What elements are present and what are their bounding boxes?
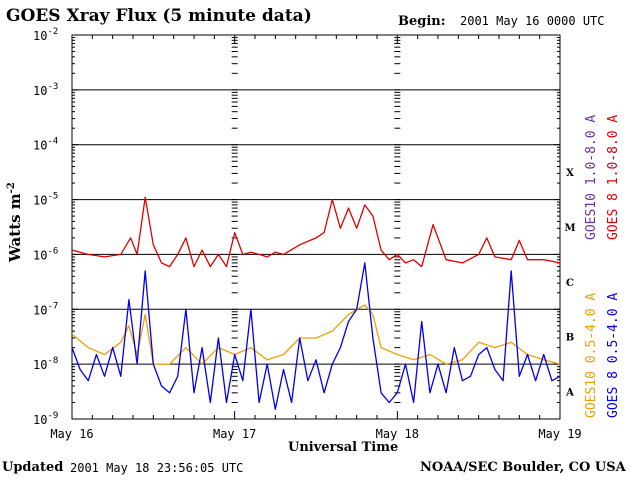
legend-goes8-long: GOES 8 1.0-8.0 A [606,114,621,240]
series-line-1 [71,304,561,365]
legend-goes10-long: GOES10 1.0-8.0 A [584,114,599,240]
y-axis-label-text: Watts m [6,193,24,262]
y-tick-base: 10 [33,139,47,153]
x-tick-label: May 18 [376,427,419,441]
y-axis-label: Watts m-2 [6,182,24,262]
y-tick-exponent: -8 [47,356,58,366]
x-tick-label: May 16 [50,427,93,441]
flare-class-label: X [566,168,574,179]
y-tick-label: 10-7 [33,301,58,317]
y-tick-exponent: -3 [47,82,58,92]
x-tick-label: May 19 [538,427,581,441]
y-tick-exponent: -7 [47,301,58,311]
flare-class-label: B [566,333,574,344]
y-tick-label: 10-4 [33,137,58,153]
chart-title: GOES Xray Flux (5 minute data) [6,6,312,26]
flare-class-label: M [564,223,575,234]
y-tick-label: 10-5 [33,192,58,208]
x-axis-label: Universal Time [288,440,399,455]
y-tick-exponent: -5 [47,192,58,202]
begin-value: 2001 May 16 0000 UTC [460,14,605,28]
y-tick-exponent: -4 [47,137,58,147]
y-axis-label-exponent: -2 [6,182,17,194]
y-tick-exponent: -6 [47,246,58,256]
y-tick-base: 10 [33,413,47,427]
y-tick-label: 10-3 [33,82,58,98]
y-tick-base: 10 [33,248,47,262]
x-tick-label: May 17 [213,427,256,441]
series-line-0 [71,196,561,268]
legend-goes8-short: GOES 8 0.5-4.0 A [606,292,621,418]
y-tick-base: 10 [33,84,47,98]
y-tick-exponent: -2 [47,27,58,37]
y-tick-base: 10 [33,29,47,43]
flare-class-label: A [565,388,574,399]
y-tick-base: 10 [33,194,47,208]
y-tick-base: 10 [33,303,47,317]
y-tick-label: 10-9 [33,411,58,427]
series-line-2 [71,262,561,410]
legend-goes10-short: GOES10 0.5-4.0 A [584,292,599,418]
updated-value: 2001 May 18 23:56:05 UTC [70,461,244,475]
y-tick-exponent: -9 [47,411,58,421]
y-tick-label: 10-2 [33,27,58,43]
source-credit: NOAA/SEC Boulder, CO USA [420,460,626,475]
y-tick-base: 10 [33,358,47,372]
y-tick-label: 10-6 [33,246,58,262]
begin-label: Begin: [398,14,446,29]
updated-label: Updated [2,460,64,475]
flare-class-label: C [566,278,574,289]
y-tick-label: 10-8 [33,356,58,372]
